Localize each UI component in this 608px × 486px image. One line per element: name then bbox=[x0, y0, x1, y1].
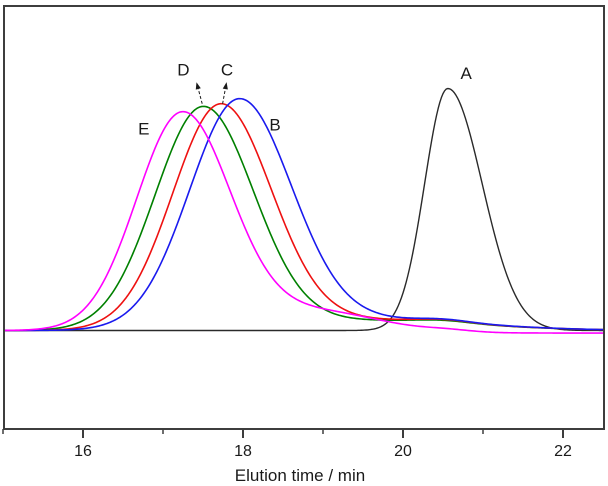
curve-e bbox=[3, 110, 605, 334]
curve-a bbox=[3, 87, 605, 332]
x-tick-label: 16 bbox=[74, 443, 92, 460]
curve-b bbox=[3, 97, 605, 332]
plot-frame bbox=[3, 5, 605, 430]
annotation-arrowhead-d bbox=[195, 82, 201, 90]
peak-annotations: A B C D E bbox=[138, 61, 472, 139]
curves-layer bbox=[3, 87, 605, 334]
peak-label-d: D bbox=[177, 61, 189, 80]
annotation-arrowhead-c bbox=[222, 82, 228, 90]
peak-label-a: A bbox=[461, 64, 473, 83]
x-axis-ticks bbox=[2, 429, 564, 438]
x-axis-title: Elution time / min bbox=[235, 466, 365, 485]
x-tick-label: 18 bbox=[234, 443, 252, 460]
peak-label-e: E bbox=[138, 119, 149, 138]
peak-label-b: B bbox=[269, 115, 280, 134]
x-axis-tick-labels: 16 18 20 22 bbox=[74, 443, 572, 460]
x-tick-label: 20 bbox=[394, 443, 412, 460]
peak-label-c: C bbox=[221, 61, 233, 80]
x-tick-label: 22 bbox=[554, 443, 572, 460]
